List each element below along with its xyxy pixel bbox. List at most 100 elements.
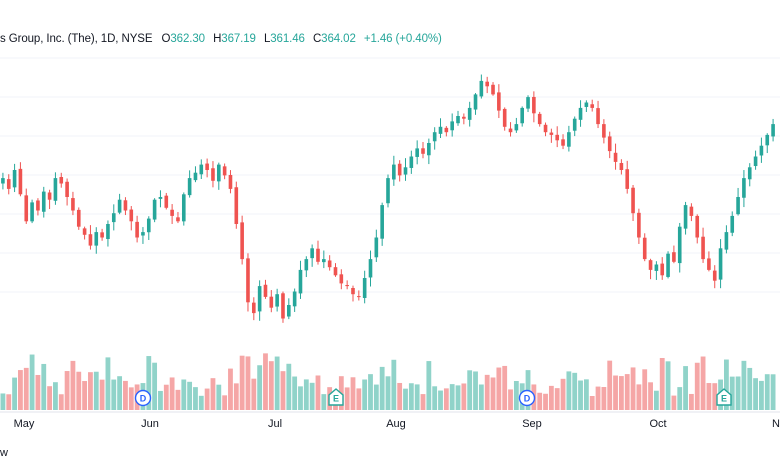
volume-bar	[99, 379, 105, 410]
candle-body	[520, 107, 525, 124]
volume-bar	[274, 356, 280, 410]
volume-bar	[478, 384, 484, 410]
volume-bar	[18, 370, 23, 410]
candle-body	[100, 232, 104, 238]
volume-bar	[239, 355, 245, 410]
volume-bar	[753, 378, 758, 410]
volume-bar	[29, 354, 35, 410]
candle-body	[123, 200, 128, 211]
volume-bar	[379, 366, 385, 410]
candle-body	[88, 234, 93, 246]
candle-body	[427, 143, 431, 156]
volume-bar	[105, 357, 111, 410]
volume-bar	[443, 388, 449, 410]
volume-bar	[292, 376, 298, 410]
time-axis: May Jun Jul Aug Sep Oct N	[14, 418, 780, 430]
marker-label: D	[524, 394, 531, 404]
candle-body	[572, 118, 577, 131]
volume-bar	[216, 384, 222, 410]
volume-bar	[146, 356, 152, 410]
candle-body	[613, 152, 618, 162]
legend-close-value: 364.02	[321, 33, 356, 45]
volume-bar	[426, 361, 432, 410]
candle-body	[736, 197, 740, 215]
candle-body	[532, 96, 536, 114]
candle-body	[543, 124, 548, 133]
volume-bar	[82, 381, 88, 410]
volume-bar	[653, 390, 659, 410]
dividend-marker[interactable]: D	[134, 389, 152, 407]
candle-body	[65, 181, 69, 197]
x-tick-label: Oct	[649, 418, 666, 430]
candle-body	[491, 84, 495, 95]
volume-bar	[659, 357, 665, 410]
volume-bar	[356, 388, 362, 410]
candle-body	[631, 187, 635, 214]
volume-bar	[618, 376, 624, 410]
candle-body	[357, 296, 361, 298]
volume-bar	[759, 380, 764, 410]
candle-body	[590, 104, 595, 108]
volume-bar	[735, 376, 741, 410]
candle-body	[310, 248, 314, 259]
candle-body	[193, 172, 198, 181]
candle-body	[53, 178, 58, 201]
volume-bar	[210, 378, 216, 410]
x-tick-label: Aug	[386, 418, 406, 430]
volume-bar	[391, 359, 397, 410]
volume-bar	[64, 371, 70, 410]
volume-bar	[484, 374, 490, 410]
earnings-marker[interactable]: E	[716, 388, 732, 406]
candle-body	[707, 258, 711, 270]
candle-body	[467, 107, 472, 120]
volume-bar	[152, 362, 158, 410]
candle-body	[432, 132, 437, 142]
candle-body	[141, 232, 145, 236]
volume-bar	[671, 395, 677, 410]
volume-bar	[496, 367, 502, 410]
candle-body	[561, 139, 565, 146]
candle-body	[240, 222, 244, 260]
volume-bar	[286, 363, 292, 410]
candle-body	[94, 232, 99, 246]
volume-bar	[309, 382, 315, 410]
candle-body	[567, 132, 571, 147]
volume-bar	[490, 377, 496, 410]
volume-bar	[566, 371, 572, 410]
candle-body	[199, 164, 204, 175]
candle-body	[304, 259, 309, 271]
marker-label: E	[721, 394, 727, 404]
candle-body	[351, 287, 355, 295]
candle-body	[502, 108, 507, 127]
volume-bar	[53, 382, 58, 410]
candle-body	[450, 121, 454, 131]
candle-body	[421, 148, 425, 154]
volume-bar	[76, 371, 82, 410]
candle-body	[602, 124, 606, 138]
volume-bar	[163, 384, 169, 410]
volume-bar	[268, 361, 274, 410]
marker-label: E	[333, 394, 339, 404]
volume-bar	[204, 388, 210, 410]
volume-bar	[228, 368, 233, 410]
volume-bar	[642, 369, 648, 410]
candle-body	[36, 200, 40, 211]
x-tick-label: May	[14, 418, 35, 430]
grid	[0, 57, 780, 293]
volume-bar	[706, 383, 712, 410]
volume-bar	[298, 386, 303, 410]
legend-low-label: L	[263, 33, 271, 45]
volume-bar	[158, 390, 163, 410]
candle-body	[135, 221, 139, 238]
volume-bar	[770, 374, 776, 410]
volume-bar	[344, 387, 350, 410]
dividend-marker[interactable]: D	[518, 389, 536, 407]
candle-body	[747, 167, 752, 180]
earnings-marker[interactable]: E	[328, 388, 344, 406]
volume-bar	[47, 386, 53, 410]
candle-body	[497, 92, 501, 111]
candle-body	[211, 168, 215, 181]
ohlc-legend: s Group, Inc. (The), 1D, NYSE O362.30 H3…	[0, 33, 442, 45]
